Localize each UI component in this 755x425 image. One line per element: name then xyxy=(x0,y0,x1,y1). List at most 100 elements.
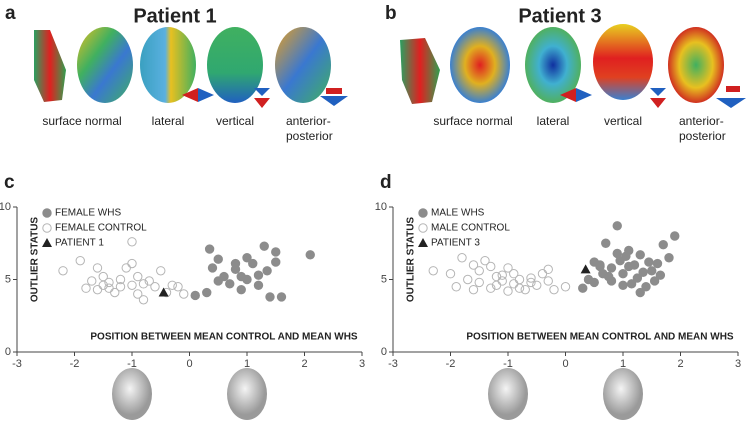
open-marker xyxy=(167,280,177,290)
open-marker xyxy=(503,263,513,273)
open-marker xyxy=(486,261,496,272)
open-marker xyxy=(92,284,103,295)
panel-label: a xyxy=(5,3,16,24)
filled-marker xyxy=(262,266,272,276)
open-marker xyxy=(179,289,189,299)
filled-marker xyxy=(635,287,645,298)
panel-title: Patient 3 xyxy=(518,5,601,27)
filled-marker xyxy=(213,254,223,264)
legend-marker xyxy=(42,238,52,247)
open-marker xyxy=(480,255,490,266)
y-tick-label: 0 xyxy=(5,346,11,358)
filled-marker xyxy=(601,238,611,248)
open-marker xyxy=(98,280,108,290)
filled-marker xyxy=(253,270,264,280)
filled-marker xyxy=(242,274,252,285)
filled-marker xyxy=(670,231,680,241)
filled-marker xyxy=(647,266,657,276)
view-caption: lateral xyxy=(152,114,185,128)
filled-marker xyxy=(658,240,668,250)
open-marker xyxy=(549,284,559,295)
open-marker xyxy=(75,255,85,266)
view-caption: posterior xyxy=(679,129,726,143)
face-images-a xyxy=(34,27,348,108)
filled-marker xyxy=(230,258,241,269)
filled-marker xyxy=(202,287,212,298)
triangle-marker xyxy=(158,287,169,297)
filled-marker xyxy=(638,267,648,277)
legend-marker xyxy=(418,208,428,218)
y-axis-title: OUTLIER STATUS xyxy=(30,217,41,303)
view-caption: vertical xyxy=(604,114,642,128)
filled-marker xyxy=(207,263,218,273)
y-tick-label: 10 xyxy=(375,201,387,213)
open-marker xyxy=(532,280,542,290)
x-tick-label: -1 xyxy=(127,358,137,370)
open-marker xyxy=(560,282,571,292)
y-tick-label: 5 xyxy=(5,273,11,285)
x-tick-label: 2 xyxy=(677,358,683,370)
x-tick-label: -2 xyxy=(70,358,80,370)
open-marker xyxy=(543,276,553,286)
open-marker xyxy=(92,263,103,273)
filled-marker xyxy=(649,276,660,286)
mean-faces xyxy=(112,368,643,420)
open-marker xyxy=(520,284,530,295)
open-marker xyxy=(133,271,143,282)
open-marker xyxy=(58,266,68,276)
open-marker xyxy=(115,274,126,285)
x-tick-label: 3 xyxy=(359,358,365,370)
legend-label: PATIENT 1 xyxy=(55,238,104,249)
triangle-marker xyxy=(580,264,591,274)
x-tick-label: -1 xyxy=(503,358,513,370)
filled-marker xyxy=(253,280,264,290)
y-tick-label: 10 xyxy=(0,201,11,213)
open-marker xyxy=(127,280,137,290)
filled-marker xyxy=(624,245,634,256)
filled-marker xyxy=(618,269,628,279)
view-caption: surface normal xyxy=(433,114,512,128)
filled-marker xyxy=(618,280,628,290)
open-marker xyxy=(486,283,496,293)
filled-marker xyxy=(664,253,674,263)
open-marker xyxy=(115,282,126,292)
filled-marker xyxy=(626,279,637,289)
legend-label: MALE WHS xyxy=(431,208,485,219)
y-tick-label: 0 xyxy=(381,346,387,358)
view-caption: surface normal xyxy=(42,114,121,128)
view-caption: lateral xyxy=(537,114,570,128)
filled-marker xyxy=(213,276,223,286)
filled-marker xyxy=(265,292,275,302)
open-marker xyxy=(104,283,114,293)
filled-marker xyxy=(606,263,617,273)
filled-marker xyxy=(248,258,258,269)
filled-marker xyxy=(641,282,651,292)
open-marker xyxy=(127,237,137,247)
x-tick-label: 1 xyxy=(620,358,626,370)
open-marker xyxy=(127,258,137,269)
filled-marker xyxy=(236,284,246,295)
legend-label: FEMALE WHS xyxy=(55,208,121,219)
filled-marker xyxy=(204,244,215,254)
x-tick-label: 1 xyxy=(244,358,250,370)
x-tick-label: 2 xyxy=(301,358,307,370)
legend-label: FEMALE CONTROL xyxy=(55,223,147,234)
open-marker xyxy=(497,270,507,280)
x-axis-title: POSITION BETWEEN MEAN CONTROL AND MEAN W… xyxy=(90,332,358,343)
filled-marker xyxy=(652,258,663,269)
open-marker xyxy=(156,266,166,276)
open-marker xyxy=(514,283,525,293)
open-marker xyxy=(474,277,484,288)
open-marker xyxy=(144,276,154,286)
open-marker xyxy=(503,286,513,296)
open-marker xyxy=(474,266,484,276)
open-marker xyxy=(138,295,149,305)
x-tick-label: 0 xyxy=(186,358,192,370)
open-marker xyxy=(104,277,114,288)
filled-marker xyxy=(190,290,200,301)
x-tick-label: 0 xyxy=(562,358,568,370)
open-marker xyxy=(509,269,519,279)
legend-marker xyxy=(418,238,428,247)
x-tick-label: -3 xyxy=(388,358,398,370)
